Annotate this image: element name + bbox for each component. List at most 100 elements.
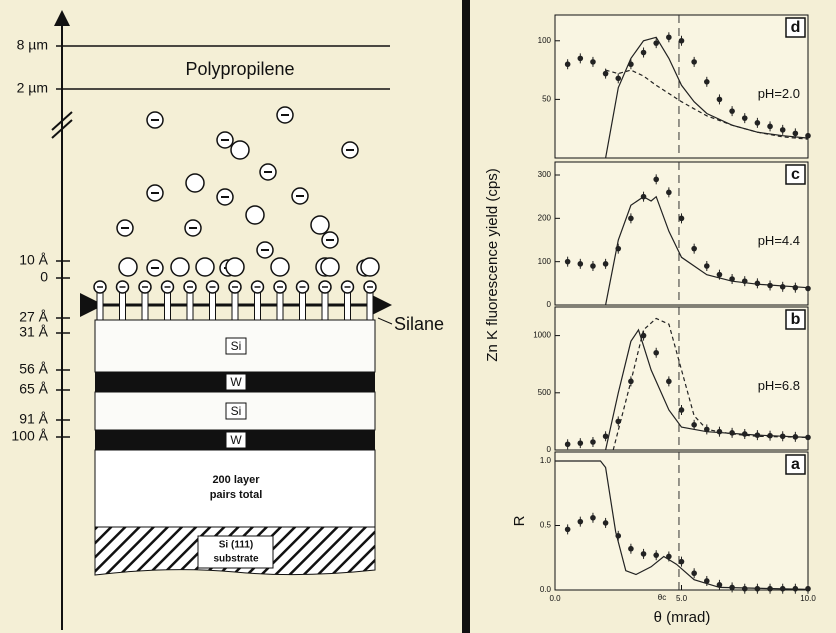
panel-label: c (791, 166, 800, 183)
ph-label: pH=2.0 (758, 86, 800, 101)
data-point (628, 216, 634, 222)
data-point (691, 59, 697, 65)
data-point (805, 286, 811, 292)
data-point (704, 79, 710, 85)
data-point (653, 350, 659, 356)
y-tick-label: 0.0 (540, 585, 552, 594)
silane-stem (300, 290, 306, 320)
depth-label: 27 Å (19, 309, 48, 325)
data-point (793, 131, 799, 137)
ph-label: pH=6.8 (758, 378, 800, 393)
ion-pair (171, 258, 189, 276)
data-point (691, 422, 697, 428)
depth-label: 56 Å (19, 361, 48, 377)
silane-stem (187, 290, 193, 320)
silane-stem (255, 290, 261, 320)
layer-label: W (230, 433, 242, 447)
ion-pair (231, 141, 249, 159)
data-point (780, 284, 786, 290)
depth-label: 65 Å (19, 381, 48, 397)
data-point (641, 50, 647, 56)
layer-label: W (230, 375, 242, 389)
y-tick-label: 0.5 (540, 521, 552, 530)
y-tick-label: 0 (547, 300, 552, 309)
data-point (590, 59, 596, 65)
data-point (615, 75, 621, 81)
y-tick-label: 100 (538, 257, 552, 266)
y-axis-label: R (511, 515, 528, 526)
y-tick-label: 0 (547, 445, 552, 454)
y-tick-label: 500 (538, 388, 552, 397)
data-point (565, 527, 571, 533)
x-axis-label: θ (mrad) (654, 609, 711, 626)
ion-pair (311, 216, 329, 234)
depth-label: 100 Å (11, 428, 48, 444)
data-point (603, 520, 609, 526)
silane-stem (277, 290, 283, 320)
ion-pair (321, 258, 339, 276)
film-label: Polypropilene (185, 59, 294, 79)
data-point (805, 586, 811, 592)
ion-pair (361, 258, 379, 276)
silane-label: Silane (394, 314, 444, 334)
data-point (793, 285, 799, 291)
data-point (679, 407, 685, 413)
critical-label: θc (658, 593, 666, 602)
data-point (767, 124, 773, 130)
data-point (704, 263, 710, 269)
layer-label: Si (231, 404, 242, 418)
divider (462, 0, 470, 633)
data-point (755, 120, 761, 126)
ion-pair (119, 258, 137, 276)
data-point (578, 261, 584, 267)
silane-stem (367, 290, 373, 320)
panel-label: b (791, 311, 801, 328)
data-point (603, 71, 609, 77)
data-point (653, 177, 659, 183)
silane-stem (345, 290, 351, 320)
figure: Polypropilene Si (111) substrate 200 lay… (0, 0, 836, 633)
depth-label: 10 Å (19, 252, 48, 268)
depth-label: 0 (40, 269, 48, 285)
data-point (590, 439, 596, 445)
data-point (590, 263, 596, 269)
silane-stem (232, 290, 238, 320)
ion-pair (271, 258, 289, 276)
data-point (565, 259, 571, 265)
data-point (679, 38, 685, 44)
depth-label: 31 Å (19, 324, 48, 340)
data-point (565, 61, 571, 67)
y-tick-label: 1000 (533, 331, 551, 340)
x-tick-label: 0.0 (549, 594, 561, 603)
data-point (578, 56, 584, 62)
data-point (780, 127, 786, 133)
leader (378, 318, 392, 324)
x-tick-label: 10.0 (800, 594, 816, 603)
silane-stem (322, 290, 328, 320)
panel-label: a (791, 456, 800, 473)
data-point (742, 586, 748, 592)
data-point (755, 281, 761, 287)
data-point (590, 515, 596, 521)
data-point (679, 216, 685, 222)
silane-stem (165, 290, 171, 320)
data-point (603, 261, 609, 267)
data-point (628, 546, 634, 552)
depth-label: 2 µm (17, 80, 48, 96)
silane-stem (97, 290, 103, 320)
depth-label: 8 µm (17, 37, 48, 53)
y-tick-label: 50 (542, 95, 551, 104)
data-point (578, 519, 584, 525)
data-point (691, 246, 697, 252)
depth-label: 91 Å (19, 411, 48, 427)
data-point (666, 34, 672, 40)
data-point (691, 570, 697, 576)
silane-stem (142, 290, 148, 320)
diagram: Polypropilene Si (111) substrate 200 lay… (52, 18, 444, 630)
x-tick-label: 5.0 (676, 594, 688, 603)
layer-label: Si (231, 339, 242, 353)
data-point (653, 552, 659, 558)
data-point (666, 190, 672, 196)
data-point (679, 559, 685, 565)
data-point (641, 551, 647, 557)
